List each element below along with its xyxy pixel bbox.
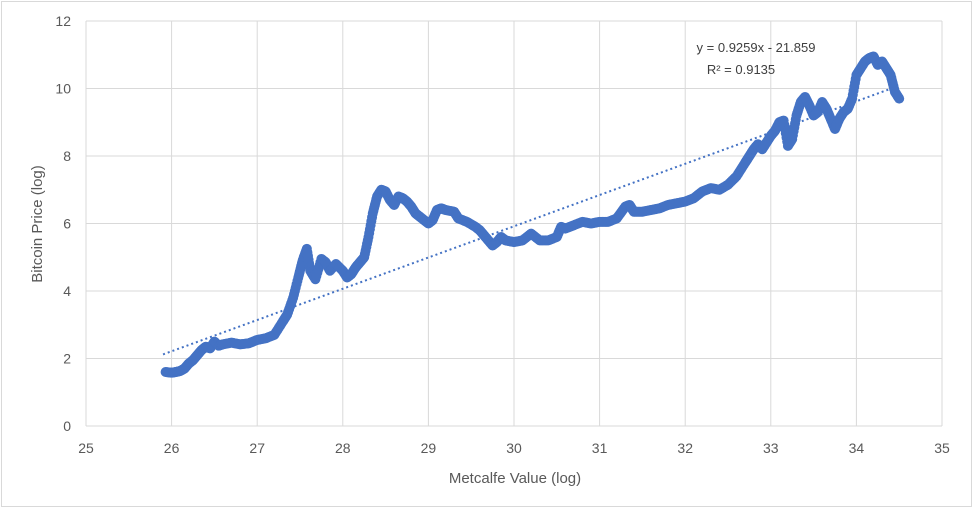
data-points (160, 51, 905, 378)
y-axis-title: Bitcoin Price (log) (29, 165, 46, 283)
data-point (894, 93, 905, 104)
trendline-equation: y = 0.9259x - 21.859 (697, 40, 816, 55)
x-tick-label: 28 (335, 440, 351, 456)
x-tick-label: 32 (677, 440, 693, 456)
y-tick-label: 2 (63, 351, 71, 367)
y-tick-label: 8 (63, 148, 71, 164)
y-tick-label: 10 (55, 81, 71, 97)
trendline-line (162, 84, 900, 356)
x-tick-label: 25 (78, 440, 94, 456)
y-tick-label: 0 (63, 418, 71, 434)
x-tick-label: 31 (592, 440, 608, 456)
y-tick-label: 6 (63, 216, 71, 232)
x-tick-label: 33 (763, 440, 779, 456)
y-tick-label: 12 (55, 13, 71, 29)
x-tick-label: 30 (506, 440, 522, 456)
trendline-r-squared: R² = 0.9135 (707, 62, 775, 77)
x-tick-label: 29 (421, 440, 437, 456)
y-tick-label: 4 (63, 283, 71, 299)
grid-lines (85, 20, 943, 427)
x-tick-label: 34 (849, 440, 865, 456)
trendline (162, 84, 900, 356)
x-tick-label: 27 (249, 440, 265, 456)
tick-labels: 25 26 27 28 29 30 31 32 33 34 35 0 2 4 6 8 10 12 (55, 13, 950, 456)
x-tick-label: 26 (164, 440, 180, 456)
x-tick-label: 35 (934, 440, 950, 456)
x-axis-title: Metcalfe Value (log) (449, 470, 581, 487)
